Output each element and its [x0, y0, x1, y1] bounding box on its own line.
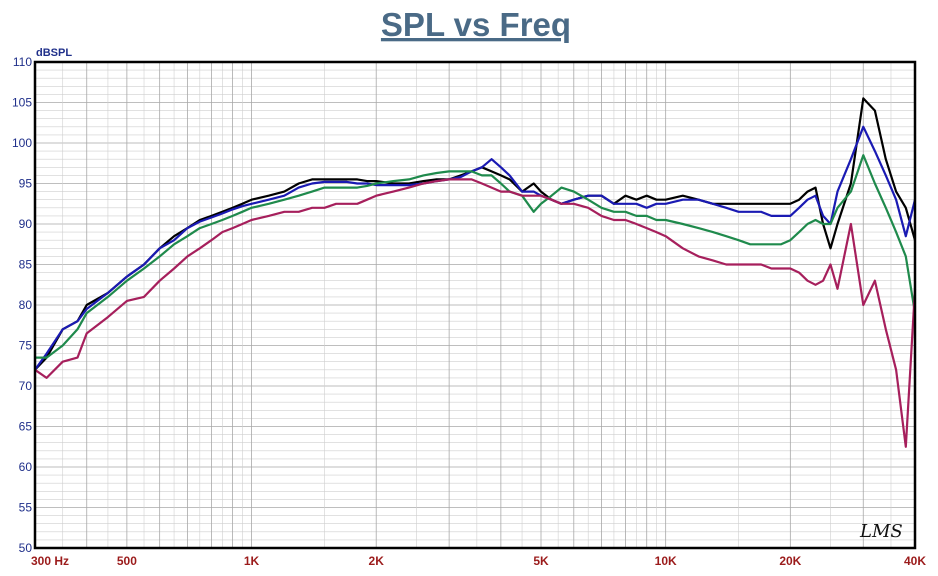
x-tick-label: 500: [117, 554, 137, 568]
y-tick-label: 65: [19, 420, 33, 434]
series-group: [34, 97, 917, 448]
y-tick-label: 100: [12, 136, 32, 150]
y-tick-label: 80: [19, 298, 33, 312]
x-tick-label: 1K: [244, 554, 260, 568]
y-tick-label: 90: [19, 217, 33, 231]
lms-signature: LMS: [859, 521, 903, 542]
grid: [34, 61, 916, 549]
x-tick-label: 2K: [369, 554, 385, 568]
x-tick-labels: 300 Hz 500 1K 2K 5K 10K 20K 40K: [31, 554, 926, 568]
x-tick-label: 40K: [904, 554, 926, 568]
y-tick-label: 105: [12, 96, 32, 110]
x-tick-label: 10K: [655, 554, 677, 568]
series-line-2: [34, 125, 917, 371]
series-line-4: [34, 178, 917, 448]
plot-frame: [33, 60, 917, 550]
y-axis-label: dBSPL: [36, 47, 72, 59]
y-tick-label: 85: [19, 258, 33, 272]
y-tick-labels: 50 55 60 65 70 75 80 85 90 95 100 105 110: [12, 55, 32, 555]
y-tick-label: 50: [19, 541, 33, 555]
y-tick-label: 110: [13, 55, 32, 69]
x-tick-label: 300 Hz: [31, 554, 69, 568]
x-tick-label: 20K: [779, 554, 801, 568]
y-tick-label: 60: [19, 460, 33, 474]
x-tick-label: 5K: [533, 554, 549, 568]
series-line-1: [34, 97, 917, 371]
y-tick-label: 55: [19, 501, 33, 515]
y-tick-label: 75: [19, 339, 33, 353]
y-tick-label: 95: [19, 177, 33, 191]
chart-title: SPL vs Freq: [381, 6, 571, 43]
y-tick-label: 70: [19, 379, 33, 393]
